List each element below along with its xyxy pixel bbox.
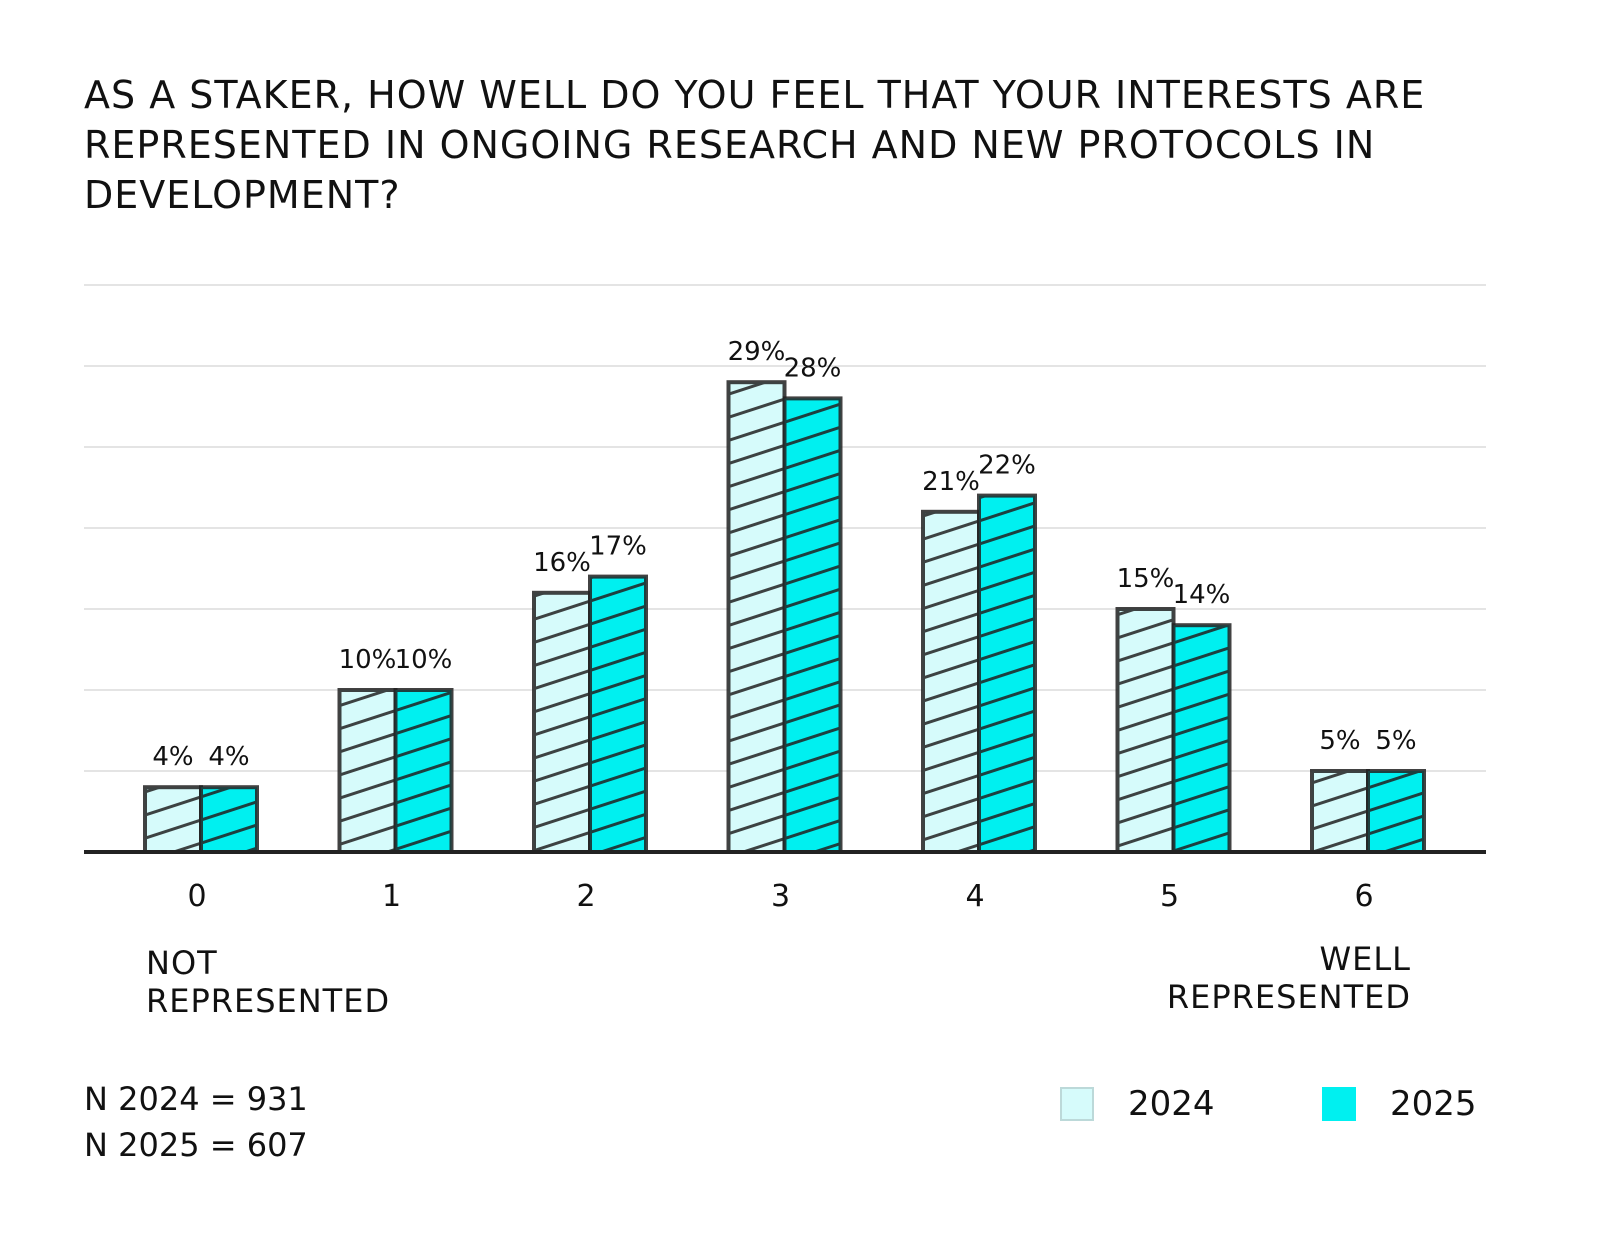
- legend-swatch-2025: [1322, 1087, 1356, 1121]
- sample-size-2025: N 2025 = 607: [84, 1126, 308, 1164]
- bar-hatch-2025-2: [588, 574, 648, 854]
- bar-hatch-2025-0: [199, 785, 259, 855]
- data-label-2024-5: 15%: [1117, 564, 1175, 594]
- bar-hatch-2024-5: [1115, 607, 1176, 854]
- scale-high-line-2: REPRESENTED: [1166, 978, 1411, 1016]
- bar-hatch-2025-3: [782, 396, 843, 854]
- sample-size-2024: N 2024 = 931: [84, 1080, 308, 1118]
- bar-hatch-2025-1: [393, 688, 454, 854]
- bar-hatch-2025-6: [1366, 769, 1426, 854]
- data-label-2024-2: 16%: [533, 548, 591, 578]
- x-tick-1: 1: [382, 879, 401, 914]
- scale-high-line-1: WELL: [1319, 940, 1411, 978]
- bars: [143, 380, 1426, 855]
- x-tick-5: 5: [1160, 879, 1179, 914]
- data-label-2025-5: 14%: [1173, 580, 1231, 610]
- legend-label-2025: 2025: [1390, 1084, 1477, 1124]
- bar-hatch-2024-1: [337, 688, 398, 854]
- bar-hatch-2025-4: [977, 493, 1037, 854]
- data-label-2025-0: 4%: [208, 742, 249, 772]
- bar-hatch-2024-0: [143, 785, 203, 855]
- data-label-2025-1: 10%: [395, 645, 453, 675]
- scale-high-label: WELL REPRESENTED: [1167, 940, 1411, 1016]
- bar-hatch-2024-6: [1310, 769, 1370, 854]
- data-label-2024-1: 10%: [339, 645, 397, 675]
- bar-hatch-2024-4: [921, 509, 981, 854]
- data-labels: 4% 4% 10%10% 16%17% 29%28% 21%22% 15%14% 5% 5%: [152, 337, 1416, 772]
- sample-sizes: N 2024 = 931 N 2025 = 607: [84, 1076, 308, 1168]
- legend-item-2024: 2024: [1060, 1084, 1215, 1124]
- x-tick-3: 3: [771, 879, 790, 914]
- legend-label-2024: 2024: [1128, 1084, 1215, 1124]
- data-label-2024-0: 4%: [152, 742, 193, 772]
- data-label-2025-4: 22%: [978, 451, 1036, 481]
- x-tick-0: 0: [187, 879, 206, 914]
- bar-hatch-2025-5: [1171, 623, 1232, 855]
- data-label-2024-6: 5%: [1319, 726, 1360, 756]
- scale-low-line-1: NOT: [146, 944, 218, 982]
- data-label-2024-3: 29%: [728, 337, 786, 367]
- x-axis-ticks: 0 1 2 3 4 5 6: [187, 879, 1373, 914]
- legend-swatch-2024: [1060, 1087, 1094, 1121]
- data-label-2025-3: 28%: [784, 353, 842, 383]
- data-label-2025-6: 5%: [1375, 726, 1416, 756]
- legend-item-2025: 2025: [1322, 1084, 1477, 1124]
- chart-title: As a staker, how well do you feel that y…: [84, 73, 1426, 217]
- bar-hatch-2024-3: [726, 380, 787, 854]
- data-label-2025-2: 17%: [589, 532, 647, 562]
- x-tick-4: 4: [965, 879, 984, 914]
- scale-low-line-2: REPRESENTED: [146, 982, 391, 1020]
- data-label-2024-4: 21%: [922, 467, 980, 497]
- x-tick-2: 2: [576, 879, 595, 914]
- scale-low-label: NOT REPRESENTED: [146, 944, 390, 1020]
- bar-hatch-2024-2: [532, 590, 592, 854]
- x-tick-6: 6: [1354, 879, 1373, 914]
